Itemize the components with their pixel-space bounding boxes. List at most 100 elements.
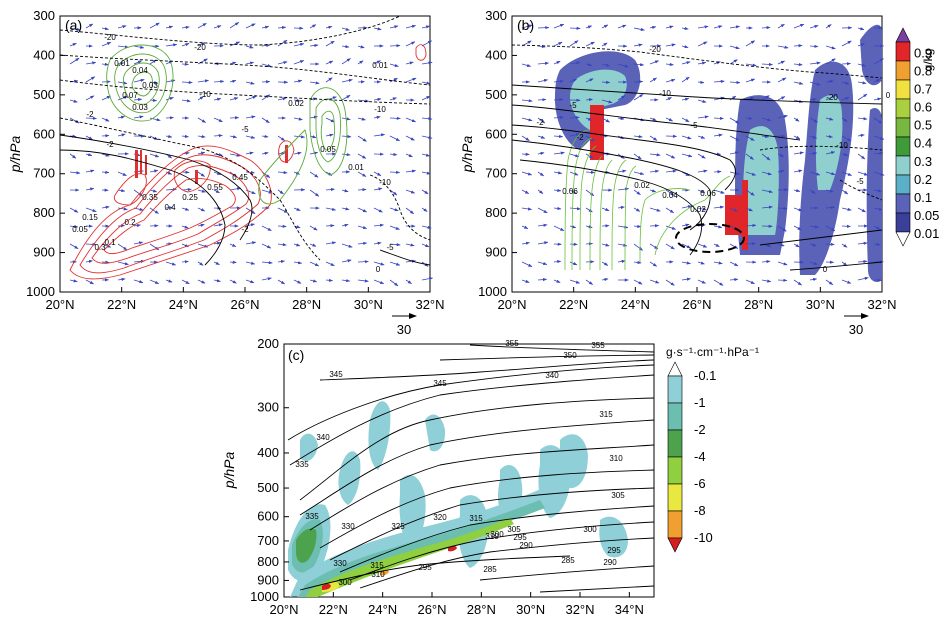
wind-vector [585, 63, 593, 67]
wind-vector [569, 279, 580, 284]
wind-vector [873, 135, 885, 140]
wind-vector [197, 189, 206, 193]
contour-label: 340 [316, 433, 330, 442]
wind-vector [165, 171, 173, 175]
wind-vector [665, 189, 675, 196]
y-tick-label: 1000 [250, 589, 279, 604]
wind-vector [857, 241, 868, 245]
wind-vector [421, 277, 434, 281]
wind-vector [697, 153, 706, 159]
wind-vector [841, 81, 850, 85]
panel-b-axis-ticks: 20°N 22°N 24°N 26°N 28°N 30°N 32°N 300 400 500 600… [478, 8, 896, 312]
wind-vector [569, 115, 580, 120]
wind-vector [165, 25, 174, 29]
wind-vector [69, 117, 80, 124]
wind-vector [601, 42, 608, 47]
wind-vector [181, 187, 192, 192]
wind-vector [197, 22, 207, 29]
wind-vector [277, 207, 288, 214]
colorbar-level-label: 0.9 [914, 45, 932, 60]
wind-vector [277, 189, 284, 195]
contour-label: 310 [485, 532, 499, 541]
wind-vector [357, 241, 368, 246]
wind-vector [553, 41, 563, 47]
wind-vector [181, 25, 190, 30]
contour-label: 320 [433, 513, 447, 522]
panel-c-shaded [288, 401, 628, 597]
x-tick-label: 24°N [621, 297, 650, 312]
wind-vector [649, 169, 660, 173]
wind-vector [261, 243, 272, 249]
wind-vector [761, 62, 773, 67]
wind-vector [325, 96, 337, 101]
wind-vector [745, 223, 757, 228]
wind-vector [841, 152, 849, 157]
wind-vector [649, 279, 660, 284]
wind-vector [373, 207, 383, 213]
wind-vector [261, 225, 272, 232]
wind-vector [841, 135, 852, 142]
contour-label: -5 [569, 101, 577, 110]
wind-vector [617, 259, 626, 263]
wind-vector [585, 170, 595, 174]
wind-vector [537, 241, 549, 245]
wind-vector [777, 225, 787, 232]
wind-vector [293, 151, 302, 155]
contour-label: 0.15 [82, 213, 98, 222]
wind-vector [213, 25, 222, 29]
wind-vector [777, 153, 784, 157]
wind-vector [181, 225, 189, 229]
wind-vector [825, 189, 834, 193]
wind-vector [69, 42, 77, 47]
wind-vector [325, 241, 337, 245]
wind-vector [405, 117, 416, 123]
wind-vector [617, 205, 625, 210]
wind-vector [293, 171, 301, 175]
wind-vector [357, 225, 368, 230]
contour-label: 0 [886, 91, 891, 100]
wind-vector [633, 171, 645, 176]
wind-vector [293, 135, 306, 139]
colorbar-swatch [667, 375, 683, 404]
wind-vector [389, 77, 398, 83]
wind-vector [553, 151, 565, 155]
wind-vector [729, 135, 740, 141]
wind-vector [809, 225, 819, 229]
x-tick-label: 30°N [354, 297, 383, 312]
colorbar-top-triangle [895, 27, 911, 43]
wind-vector [421, 81, 431, 85]
colorbar-swatch [667, 483, 683, 512]
wind-vector [389, 44, 401, 48]
contour-label: -5 [386, 243, 394, 252]
wind-vector [309, 151, 319, 155]
wind-vector [85, 279, 94, 285]
wind-vector [229, 243, 237, 248]
contour-label: 0.1 [104, 238, 116, 247]
wind-vector [713, 79, 725, 84]
x-tick-label: 30°N [516, 602, 545, 617]
panel-c-colorbar: -0.1 -1 -2 -4 -6 -8 -10 [667, 361, 716, 553]
wind-vector [857, 276, 869, 281]
wind-vector [277, 224, 287, 228]
wind-vector [341, 279, 351, 283]
panel-a-axis-ticks: 20°N 22°N 24°N 26°N 28°N 30°N 32°N 300 400 500 600… [26, 8, 444, 312]
wind-vector [601, 117, 610, 123]
wind-vector [101, 27, 109, 31]
contour-label: 0.55 [207, 183, 223, 192]
colorbar-level-label: -8 [694, 503, 706, 518]
wind-vector [649, 25, 657, 30]
panel-a: 20°N 22°N 24°N 26°N 28°N 30°N 32°N300400500600… [7, 8, 445, 337]
wind-vector [149, 279, 160, 285]
wind-vector [373, 171, 382, 177]
contour-label: 0.02 [288, 99, 304, 108]
wind-vector [601, 243, 610, 247]
wind-vector [521, 63, 532, 67]
wind-vector [585, 117, 593, 121]
panel-a-label: (a) [65, 17, 82, 33]
wind-vector [633, 207, 641, 212]
wind-vector [421, 207, 428, 212]
wind-vector [69, 134, 77, 138]
wind-vector [421, 189, 429, 195]
wind-vector [553, 188, 562, 192]
colorbar-swatch [895, 41, 911, 62]
